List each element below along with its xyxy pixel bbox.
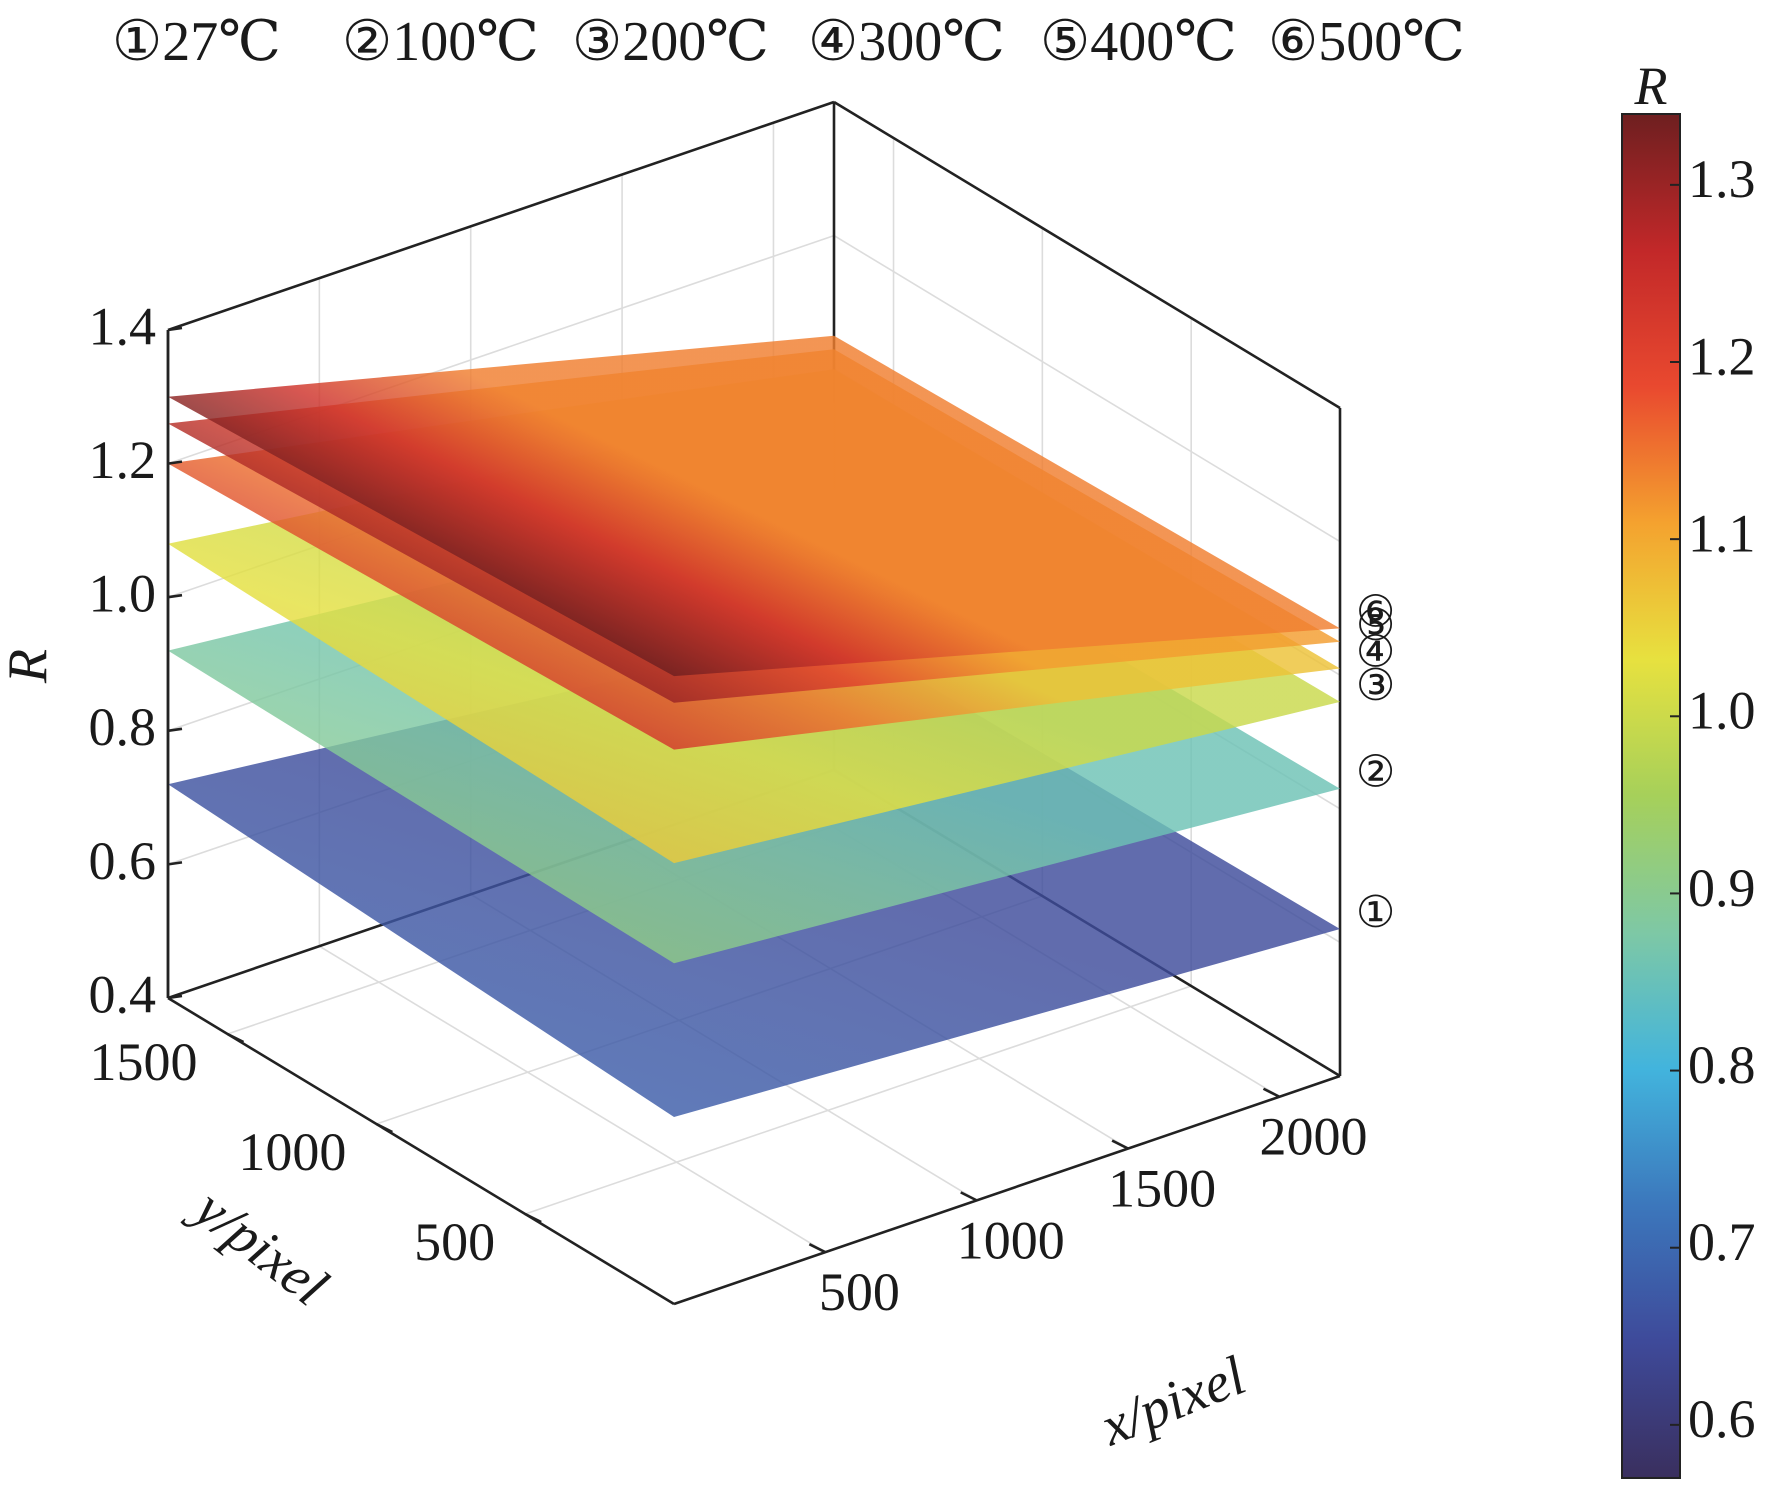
surface-6 [168, 335, 1340, 677]
y-tick-label: 1500 [90, 1032, 198, 1092]
z-tick-label: 1.0 [89, 564, 157, 624]
x-tick-label: 1500 [1108, 1159, 1216, 1219]
z-tick [167, 460, 183, 465]
colorbar: R 0.6 0.7 0.8 0.9 1.0 1.1 1.2 1.3 [1621, 56, 1756, 1479]
surface-label-2: ② [1356, 748, 1395, 797]
legend-item-500c: ⑥500℃ [1268, 11, 1465, 73]
z-tick-label: 0.8 [89, 697, 157, 757]
z-tick-label: 1.2 [89, 430, 157, 490]
x-tick [960, 1191, 978, 1202]
colorbar-tick-label: 1.2 [1688, 326, 1756, 386]
axis-line [673, 1074, 1341, 1306]
surface-label-4: ④ [1356, 627, 1395, 676]
colorbar-tick-label: 0.6 [1688, 1389, 1756, 1449]
z-axis-label: R [0, 649, 59, 684]
z-tick-label: 1.4 [89, 296, 157, 356]
z-tick-label: 0.6 [89, 831, 157, 891]
x-tick [1111, 1139, 1129, 1150]
legend-item-100c: ②100℃ [342, 11, 539, 73]
x-axis-label: x/pixel [1092, 1345, 1255, 1459]
floor-grid-x [318, 945, 826, 1253]
z-tick-label: 0.4 [89, 964, 157, 1024]
frame-edge [833, 100, 1341, 410]
colorbar-tick-label: 0.9 [1688, 858, 1756, 918]
y-tick-label: 1000 [238, 1122, 346, 1182]
z-tick [167, 326, 183, 332]
legend-item-200c: ③200℃ [572, 11, 769, 73]
colorbar-tick-label: 0.7 [1688, 1212, 1756, 1272]
legend-item-27c: ①27℃ [112, 11, 281, 73]
surface-label-3: ③ [1356, 661, 1395, 710]
x-tick-label: 2000 [1259, 1107, 1367, 1167]
axis-line [167, 996, 675, 1306]
frame-edge [167, 100, 835, 332]
x-tick [808, 1243, 826, 1254]
y-tick-label: 500 [414, 1212, 495, 1272]
z-tick [167, 994, 183, 1000]
surface-label-1: ① [1356, 888, 1395, 937]
colorbar-tick-label: 1.0 [1688, 681, 1756, 741]
z-tick [167, 593, 183, 599]
colorbar-tick-label: 1.3 [1688, 149, 1756, 209]
x-tick-label: 500 [819, 1262, 900, 1322]
legend-item-400c: ⑤400℃ [1040, 11, 1237, 73]
chart-legend: ①27℃ ②100℃ ③200℃ ④300℃ ⑤400℃ ⑥500℃ [0, 0, 1772, 90]
y-tick [524, 1212, 542, 1224]
z-tick [167, 727, 183, 733]
floor-grid-y [524, 985, 1192, 1215]
z-tick [167, 861, 183, 866]
y-tick [375, 1122, 393, 1134]
y-tick [226, 1032, 245, 1044]
y-axis-label: y/pixel [179, 1174, 339, 1318]
x-tick [1262, 1087, 1281, 1098]
legend-item-300c: ④300℃ [808, 11, 1005, 73]
surface-label-6: ⑥ [1356, 587, 1395, 636]
colorbar-tick-label: 1.1 [1688, 504, 1756, 564]
front-edges [166, 326, 1341, 1306]
colorbar-bar [1621, 113, 1681, 1479]
colorbar-label: R [1634, 56, 1668, 116]
x-tick-label: 1000 [957, 1210, 1065, 1270]
surface-label-5: ⑤ [1356, 601, 1395, 650]
colorbar-tick-label: 0.8 [1688, 1035, 1756, 1095]
wall-grid-z [833, 234, 1341, 543]
